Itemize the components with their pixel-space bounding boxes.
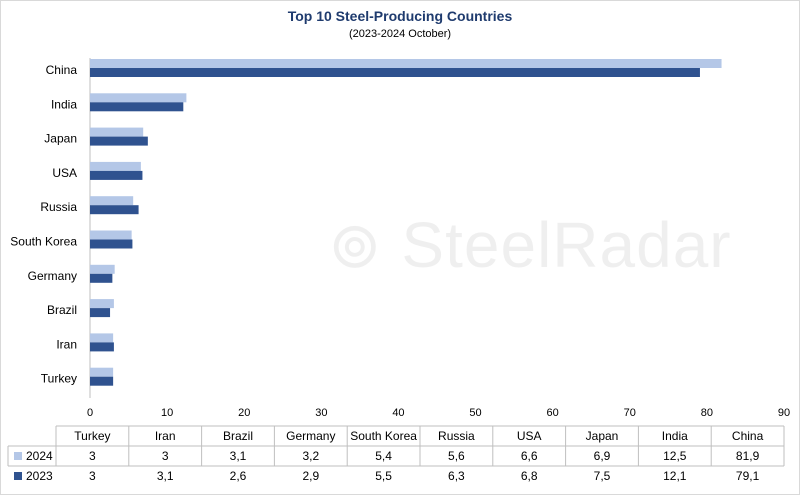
- x-tick-label: 20: [238, 407, 250, 419]
- bar-2023: [90, 342, 114, 352]
- table-cell: 2,6: [230, 469, 247, 483]
- bar-2024: [90, 367, 114, 377]
- x-tick-label: 10: [161, 407, 173, 419]
- category-label: USA: [52, 166, 77, 180]
- table-cell: 5,5: [375, 469, 392, 483]
- table-header: Japan: [586, 429, 619, 443]
- bar-2024: [90, 230, 132, 240]
- bar-2024: [90, 93, 187, 103]
- table-cell: 3: [162, 449, 169, 463]
- bar-2024: [90, 59, 722, 68]
- bar-2024: [90, 127, 144, 137]
- table-cell: 2,9: [302, 469, 319, 483]
- bar-2024: [90, 299, 114, 309]
- table-cell: 3: [89, 469, 96, 483]
- x-tick-label: 40: [392, 407, 404, 419]
- x-tick-label: 60: [547, 407, 559, 419]
- bar-2023: [90, 376, 114, 386]
- legend-swatch-2024: [14, 452, 22, 460]
- table-cell: 81,9: [736, 449, 760, 463]
- category-label: Japan: [44, 132, 77, 146]
- bar-2023: [90, 170, 143, 180]
- bar-2023: [90, 308, 111, 318]
- category-label: Russia: [40, 200, 77, 214]
- bar-2024: [90, 264, 115, 274]
- x-tick-label: 50: [469, 407, 481, 419]
- table-cell: 6,8: [521, 469, 538, 483]
- chart-subtitle: (2023-2024 October): [348, 28, 452, 40]
- table-header: Germany: [286, 429, 335, 443]
- table-header: South Korea: [350, 429, 417, 443]
- category-label: China: [46, 63, 78, 77]
- x-tick-label: 90: [778, 407, 790, 419]
- bar-2024: [90, 196, 134, 206]
- table-header: Iran: [155, 429, 176, 443]
- category-label: Brazil: [47, 303, 77, 317]
- table-cell: 3: [89, 449, 96, 463]
- bar-2023: [90, 273, 113, 283]
- table-cell: 3,1: [157, 469, 174, 483]
- table-cell: 3,1: [230, 449, 247, 463]
- bar-2024: [90, 161, 141, 171]
- table-cell: 3,2: [302, 449, 319, 463]
- table-cell: 12,5: [663, 449, 687, 463]
- table-header: Turkey: [74, 429, 110, 443]
- table-cell: 6,6: [521, 449, 538, 463]
- x-tick-label: 30: [315, 407, 327, 419]
- x-tick-label: 70: [624, 407, 636, 419]
- table-header: Brazil: [223, 429, 253, 443]
- x-tick-label: 80: [701, 407, 713, 419]
- table-cell: 5,4: [375, 449, 392, 463]
- table-header: China: [732, 429, 764, 443]
- legend-label: 2024: [26, 449, 53, 463]
- table-cell: 5,6: [448, 449, 465, 463]
- table-cell: 6,9: [594, 449, 611, 463]
- table-cell: 12,1: [663, 469, 687, 483]
- chart-title: Top 10 Steel-Producing Countries: [287, 8, 513, 24]
- bar-2023: [90, 239, 133, 249]
- legend-swatch-2023: [14, 472, 22, 480]
- category-label: Turkey: [41, 372, 77, 386]
- category-label: Germany: [28, 269, 77, 283]
- category-label: South Korea: [10, 235, 77, 249]
- table-cell: 7,5: [594, 469, 611, 483]
- x-tick-label: 0: [87, 407, 93, 419]
- bar-2023: [90, 68, 700, 77]
- legend-label: 2023: [26, 469, 53, 483]
- bar-2023: [90, 205, 139, 215]
- table-header: USA: [517, 429, 542, 443]
- table-cell: 6,3: [448, 469, 465, 483]
- bar-2024: [90, 333, 114, 343]
- table-cell: 79,1: [736, 469, 760, 483]
- bar-2023: [90, 136, 148, 146]
- category-label: India: [51, 97, 77, 111]
- watermark-logo: ⊚ SteelRadar: [328, 209, 732, 281]
- category-label: Iran: [56, 337, 77, 351]
- table-header: India: [662, 429, 688, 443]
- bar-2023: [90, 102, 184, 112]
- table-header: Russia: [438, 429, 475, 443]
